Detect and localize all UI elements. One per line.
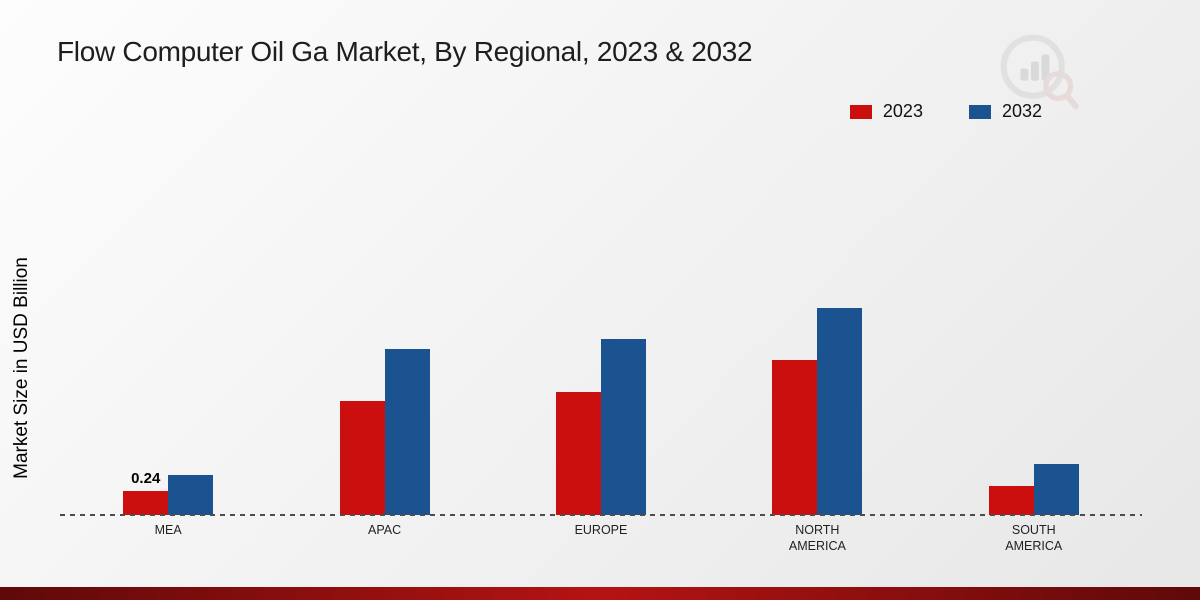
bar-2023-apac bbox=[339, 401, 385, 515]
watermark-svg bbox=[1000, 34, 1079, 110]
bar-2032-europe bbox=[600, 339, 646, 515]
legend-label-2032: 2032 bbox=[1001, 101, 1042, 121]
bars-row bbox=[555, 339, 646, 515]
footer-accent-bar bbox=[0, 587, 1200, 600]
category-label-mea: MEA bbox=[154, 523, 182, 537]
bar-group-north-america: NORTH AMERICA bbox=[772, 0, 863, 560]
legend: 2023 2032 bbox=[849, 101, 1042, 122]
bar-group-mea: 0.24 MEA bbox=[123, 0, 214, 560]
bar-chart-magnifier-logo-icon bbox=[994, 28, 1082, 121]
legend-label-2023: 2023 bbox=[882, 101, 923, 121]
category-label-europe: EUROPE bbox=[574, 523, 628, 537]
bar-value-label: 0.24 bbox=[131, 470, 161, 487]
bar-2032-north-america bbox=[817, 308, 863, 515]
bar-chart: 0.24 MEA APAC EUROPE NORTH AMERICA SOUTH AMER… bbox=[60, 0, 1142, 560]
bar-group-apac: APAC bbox=[339, 0, 430, 560]
bar-2032-south-america bbox=[1033, 464, 1079, 515]
y-axis-label: Market Size in USD Billion bbox=[11, 257, 32, 479]
bar-2023-north-america bbox=[772, 360, 818, 515]
bars-row bbox=[772, 308, 863, 515]
bar-group-europe: EUROPE bbox=[555, 0, 646, 560]
category-label-apac: APAC bbox=[368, 523, 402, 537]
bar-2023-mea: 0.24 bbox=[123, 470, 169, 515]
bar-group-south-america: SOUTH AMERICA bbox=[988, 0, 1079, 560]
category-label-north-america: NORTH AMERICA bbox=[788, 523, 846, 553]
chart-title: Flow Computer Oil Ga Market, By Regional… bbox=[57, 36, 753, 67]
legend-swatch-2032 bbox=[968, 104, 991, 119]
bars-row bbox=[988, 464, 1079, 515]
bars-row: 0.24 bbox=[123, 470, 214, 515]
legend-swatch-2023 bbox=[849, 104, 872, 119]
legend-item-2023: 2023 bbox=[849, 101, 923, 122]
bar-2023-south-america bbox=[988, 486, 1034, 515]
bar-2023-europe bbox=[555, 392, 601, 515]
category-label-south-america: SOUTH AMERICA bbox=[1005, 523, 1063, 553]
bars-row bbox=[339, 349, 430, 515]
bar-2032-apac bbox=[384, 349, 430, 515]
x-axis-baseline bbox=[60, 514, 1142, 516]
bar-2032-mea bbox=[168, 475, 214, 515]
legend-item-2032: 2032 bbox=[968, 101, 1042, 122]
